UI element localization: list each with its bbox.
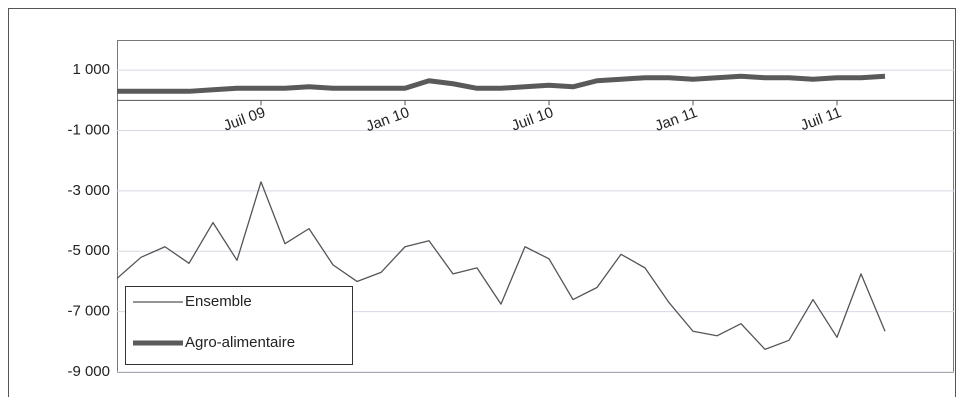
- y-tick-label: -7 000: [67, 303, 110, 320]
- legend-label: Ensemble: [185, 293, 252, 310]
- series-line: [116, 181, 886, 351]
- y-tick-label: -3 000: [67, 182, 110, 199]
- y-tick-label: 1 000: [72, 61, 110, 78]
- y-tick-label: -1 000: [67, 122, 110, 139]
- legend-label: Agro-alimentaire: [185, 334, 295, 351]
- y-tick-label: -9 000: [67, 363, 110, 380]
- series-line: [117, 73, 886, 94]
- legend-box: [125, 286, 353, 365]
- y-tick-label: -5 000: [67, 242, 110, 259]
